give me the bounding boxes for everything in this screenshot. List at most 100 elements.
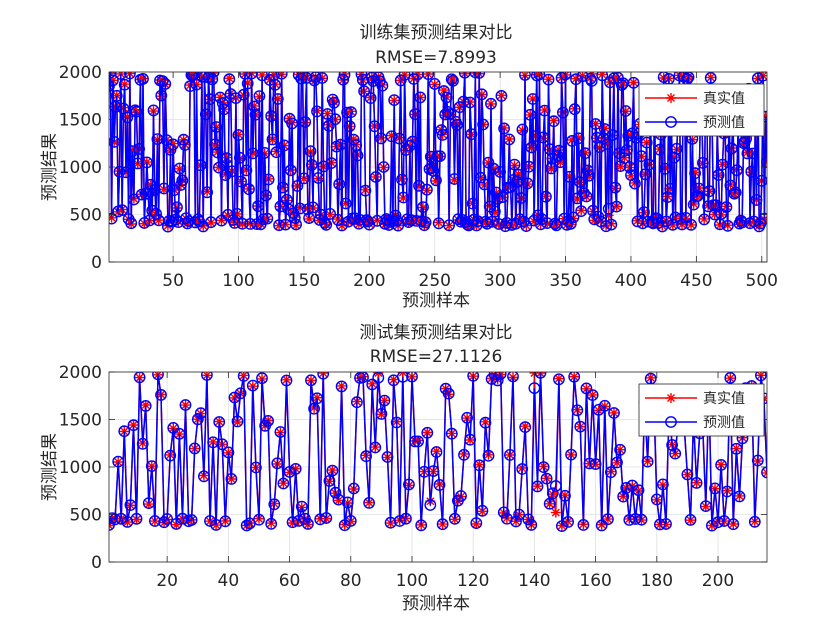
train-pred-marker (290, 218, 302, 231)
test-pred-marker (540, 472, 553, 485)
train-pred-marker (464, 96, 476, 109)
test-pred-marker (467, 372, 480, 382)
test-pred-marker (225, 472, 238, 485)
test-pred-marker (623, 514, 636, 526)
train-pred-marker (275, 72, 288, 80)
train-legend-box (638, 83, 765, 137)
train-pred-marker (574, 176, 586, 188)
train-x-tick-label: 200 (353, 271, 385, 291)
test-x-tick-label: 140 (518, 571, 550, 591)
train-pred-marker (689, 167, 701, 180)
train-pred-marker (540, 190, 552, 203)
train-pred-marker (657, 72, 670, 83)
train-pred-marker (474, 171, 487, 184)
train-pred-marker (246, 147, 259, 160)
test-pred-marker (669, 447, 682, 460)
test-x-axis-label: 预测样本 (402, 594, 470, 614)
test-pred-marker (660, 518, 672, 530)
test-pred-marker (681, 468, 694, 481)
test-pred-marker (357, 372, 369, 384)
train-pred-marker (609, 181, 622, 194)
test-pred-marker (650, 493, 663, 506)
test-y-tick-label: 0 (91, 553, 102, 573)
test-pred-marker (378, 394, 391, 407)
test-pred-marker (127, 419, 140, 432)
train-pred-marker (567, 211, 580, 224)
test-pred-marker (222, 446, 235, 459)
train-pred-marker (668, 151, 680, 164)
train-pred-marker (334, 138, 347, 151)
train-x-axis-label: 预测样本 (402, 291, 470, 311)
train-pred-marker (347, 133, 360, 146)
test-y-axis-label: 预测结果 (40, 433, 60, 501)
test-pred-marker (152, 372, 164, 381)
train-pred-marker (376, 79, 389, 92)
test-pred-marker (513, 508, 525, 521)
train-pred-marker (643, 158, 656, 171)
train-pred-marker (576, 72, 589, 83)
train-pred-marker (441, 106, 454, 118)
train-pred-marker (233, 151, 246, 164)
train-pred-marker (288, 211, 301, 224)
test-y-tick-label: 2000 (59, 363, 102, 383)
train-pred-marker (377, 161, 390, 173)
test-pred-marker (262, 414, 274, 427)
test-pred-marker (124, 499, 137, 511)
train-pred-marker (277, 181, 289, 194)
train-pred-marker (150, 207, 163, 220)
train-pred-marker (447, 74, 459, 87)
train-pred-marker (190, 78, 203, 91)
train-pred-marker (520, 220, 533, 233)
train-pred-marker (359, 184, 372, 197)
train-legend-star-marker (666, 93, 676, 103)
train-pred-marker (682, 72, 695, 84)
test-pred-marker (516, 463, 529, 475)
test-pred-marker (347, 482, 360, 495)
test-pred-marker (311, 392, 323, 405)
test-legend-box (638, 383, 765, 437)
train-y-tick-label: 2000 (59, 63, 102, 83)
test-x-tick-label: 200 (702, 571, 734, 591)
train-pred-marker (333, 178, 346, 191)
test-pred-marker (614, 443, 626, 456)
test-pred-marker (213, 416, 226, 428)
test-pred-marker (476, 504, 489, 517)
test-pred-marker (574, 420, 587, 433)
test-pred-marker (470, 517, 483, 529)
train-pred-marker (116, 204, 129, 217)
train-pred-marker (269, 78, 281, 91)
test-pred-marker (571, 404, 584, 417)
test-pred-marker (265, 517, 278, 530)
train-pred-marker (653, 143, 666, 156)
train-pred-marker (218, 103, 231, 116)
train-pred-marker (206, 73, 219, 86)
test-pred-marker (436, 518, 449, 531)
test-pred-marker (430, 446, 443, 458)
train-pred-marker (120, 166, 132, 179)
test-pred-marker (733, 490, 746, 503)
test-x-tick-label: 100 (396, 571, 428, 591)
train-pred-marker (589, 118, 602, 130)
test-pred-marker (179, 399, 192, 411)
train-pred-marker (118, 78, 131, 91)
test-subplot: 测试集预测结果对比 RMSE=27.1126 预测样本 预测结果 20 40 60 8… (40, 323, 768, 614)
train-pred-marker (500, 216, 513, 229)
test-pred-marker (360, 450, 372, 463)
train-pred-marker (317, 160, 330, 173)
test-pred-marker (641, 455, 654, 468)
train-pred-marker (324, 207, 336, 220)
train-plot-layer (109, 72, 767, 233)
test-pred-marker (320, 512, 333, 524)
train-pred-marker (212, 161, 225, 174)
train-pred-marker (581, 164, 594, 177)
test-pred-marker (366, 378, 379, 391)
train-pred-marker (721, 219, 734, 232)
train-pred-marker (261, 212, 274, 225)
train-pred-marker (309, 72, 322, 83)
train-pred-marker (124, 72, 136, 80)
train-pred-marker (579, 147, 592, 160)
train-pred-marker (121, 111, 134, 124)
test-pred-marker (595, 519, 608, 532)
train-pred-marker (164, 143, 177, 156)
test-pred-marker (375, 407, 388, 420)
